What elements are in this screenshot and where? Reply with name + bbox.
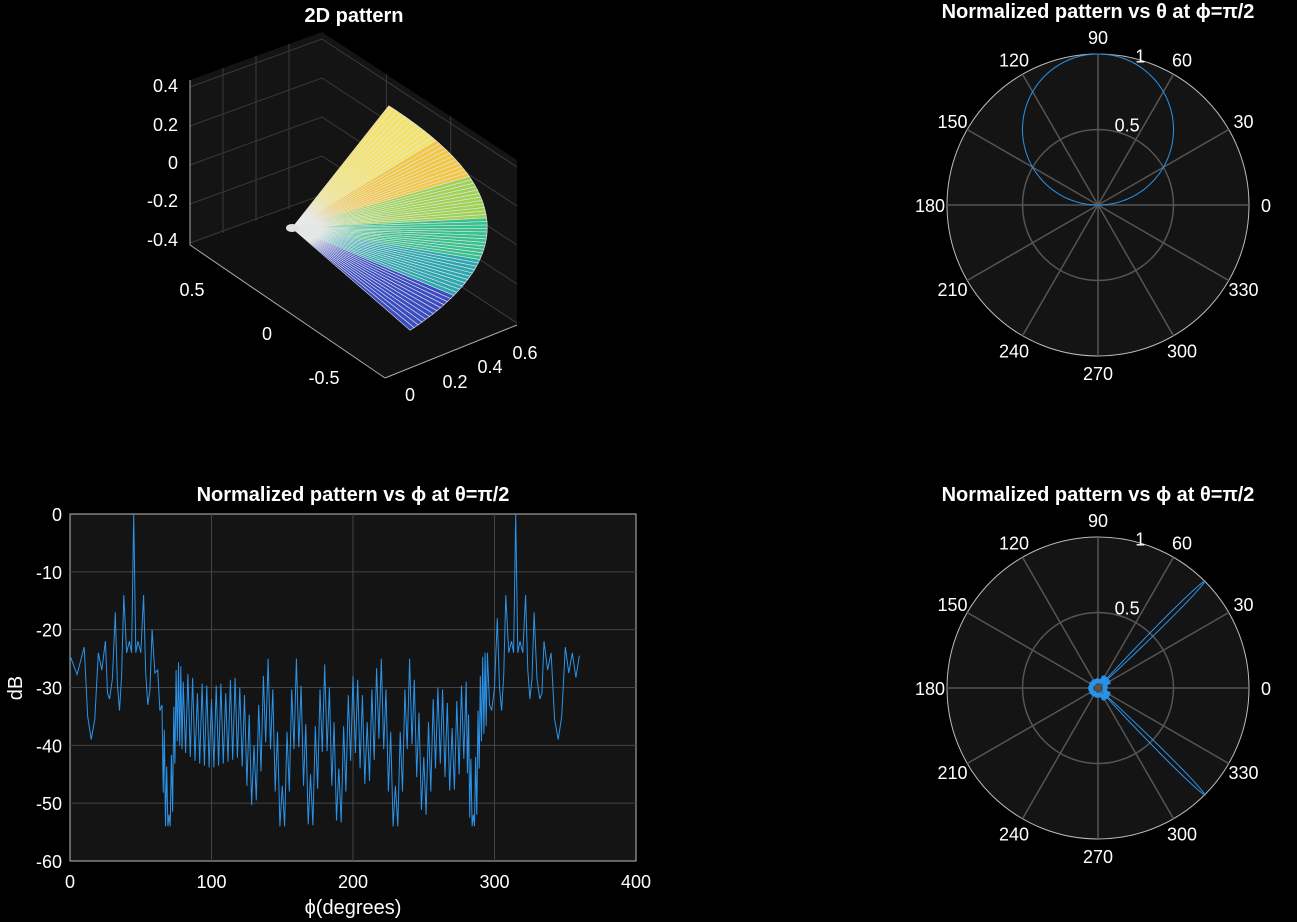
line-y-tick: -30 — [36, 679, 62, 699]
polar-spoke — [1021, 687, 1099, 820]
polar-radius-tick: 1 — [1135, 529, 1145, 549]
polar-angle-tick: 120 — [999, 51, 1029, 71]
surface-x-axis — [384, 324, 518, 379]
polar-angle-tick: 180 — [915, 196, 945, 216]
polar-angle-tick: 60 — [1172, 51, 1192, 71]
polar-phi-axes: 0 30 60 90 120 150 180 210 240 270 300 330 0.5 1 — [915, 511, 1271, 867]
line-y-tick: -20 — [36, 621, 62, 641]
polar-radius-tick: 0.5 — [1115, 116, 1140, 136]
line-x-tick: 0 — [65, 872, 75, 892]
polar-spoke — [966, 204, 1099, 282]
polar-angle-tick: 90 — [1088, 511, 1108, 531]
polar-spoke — [1021, 204, 1099, 337]
line-plot-title: Normalized pattern vs ϕ at θ=π/2 — [197, 484, 510, 506]
line-x-tick: 400 — [621, 872, 651, 892]
line-plot-xlabel: ϕ(degrees) — [305, 897, 402, 919]
polar-angle-tick: 330 — [1228, 280, 1258, 300]
line-x-tick: 300 — [479, 872, 509, 892]
surface-y-tick: 0.5 — [179, 280, 204, 300]
surface-y-axis — [189, 244, 386, 379]
polar-spoke — [1097, 73, 1175, 206]
surface-z-tick: 0 — [168, 153, 178, 173]
surface-floor-pane — [190, 195, 517, 378]
surface-x-tick: 0 — [405, 385, 415, 405]
polar-spoke — [1097, 687, 1230, 765]
polar-angle-tick: 120 — [999, 534, 1029, 554]
polar-spoke — [1097, 204, 1175, 337]
polar-angle-tick: 210 — [937, 280, 967, 300]
polar-phi-title: Normalized pattern vs ϕ at θ=π/2 — [942, 484, 1255, 506]
line-plot-ticks: 0 100 200 300 400 0 -10 -20 -30 -40 -50 -60 — [36, 505, 651, 892]
polar-angle-tick: 210 — [937, 763, 967, 783]
polar-theta-axes: 0 30 60 90 120 150 180 210 240 270 300 330 0.5 1 — [915, 28, 1271, 384]
polar-series-line — [1022, 53, 1174, 206]
polar-spoke — [1097, 556, 1175, 689]
polar-theta-panel: Normalized pattern vs θ at ϕ=π/2 0 30 60 90… — [915, 1, 1271, 384]
surface-z-tick: 0.2 — [153, 115, 178, 135]
line-y-tick: -50 — [36, 794, 62, 814]
surface-x-tick: 0.4 — [477, 357, 502, 377]
surface-x-tick: 0.6 — [512, 343, 537, 363]
line-y-tick: 0 — [52, 505, 62, 525]
polar-radius-tick: 1 — [1135, 46, 1145, 66]
surface-y-tick: 0 — [262, 324, 272, 344]
line-x-tick: 200 — [338, 872, 368, 892]
polar-angle-tick: 60 — [1172, 534, 1192, 554]
surface-x-tick: 0.2 — [442, 372, 467, 392]
polar-spoke — [1097, 204, 1230, 282]
surface-grid-line — [189, 38, 518, 168]
polar-angle-tick: 0 — [1261, 196, 1271, 216]
surface-z-tick: -0.2 — [147, 191, 178, 211]
polar-theta-title: Normalized pattern vs θ at ϕ=π/2 — [942, 1, 1255, 23]
polar-series-line — [1087, 580, 1206, 796]
line-series-pattern — [69, 513, 580, 827]
polar-angle-tick: 300 — [1167, 341, 1197, 361]
surface-patch — [291, 227, 415, 331]
polar-angle-tick: 90 — [1088, 28, 1108, 48]
line-y-tick: -10 — [36, 563, 62, 583]
line-x-tick: 100 — [196, 872, 226, 892]
polar-angle-tick: 180 — [915, 679, 945, 699]
polar-angle-tick: 330 — [1228, 763, 1258, 783]
polar-spoke — [1097, 687, 1175, 820]
line-plot-panel: Normalized pattern vs ϕ at θ=π/2 0 100 200… — [5, 484, 651, 919]
polar-spoke — [966, 611, 1099, 689]
polar-angle-tick: 0 — [1261, 679, 1271, 699]
polar-angle-tick: 270 — [1083, 847, 1113, 867]
surface-apex — [286, 224, 298, 232]
polar-spoke — [966, 687, 1099, 765]
surface-plot-title: 2D pattern — [305, 5, 404, 27]
polar-spoke — [1021, 73, 1099, 206]
surface-z-tick: 0.4 — [153, 76, 178, 96]
surface-z-tick: -0.4 — [147, 230, 178, 250]
line-y-tick: -40 — [36, 736, 62, 756]
line-y-tick: -60 — [36, 852, 62, 872]
polar-angle-tick: 300 — [1167, 824, 1197, 844]
polar-angle-tick: 30 — [1233, 112, 1253, 132]
surface-y-tick: -0.5 — [308, 368, 339, 388]
polar-angle-tick: 30 — [1233, 595, 1253, 615]
polar-radius-tick: 0.5 — [1115, 599, 1140, 619]
surface-plot-panel: 2D pattern 0.4 0.2 0 -0.2 -0.4 0.5 0 -0.… — [147, 5, 538, 405]
polar-angle-tick: 240 — [999, 341, 1029, 361]
polar-angle-tick: 150 — [937, 112, 967, 132]
surface-mesh — [286, 105, 488, 331]
polar-spoke — [1097, 611, 1230, 689]
polar-phi-panel: Normalized pattern vs ϕ at θ=π/2 0 30 60 90… — [915, 484, 1271, 867]
polar-angle-tick: 240 — [999, 824, 1029, 844]
line-plot-ylabel: dB — [5, 676, 27, 700]
polar-spoke — [1021, 556, 1099, 689]
polar-angle-tick: 150 — [937, 595, 967, 615]
polar-angle-tick: 270 — [1083, 364, 1113, 384]
